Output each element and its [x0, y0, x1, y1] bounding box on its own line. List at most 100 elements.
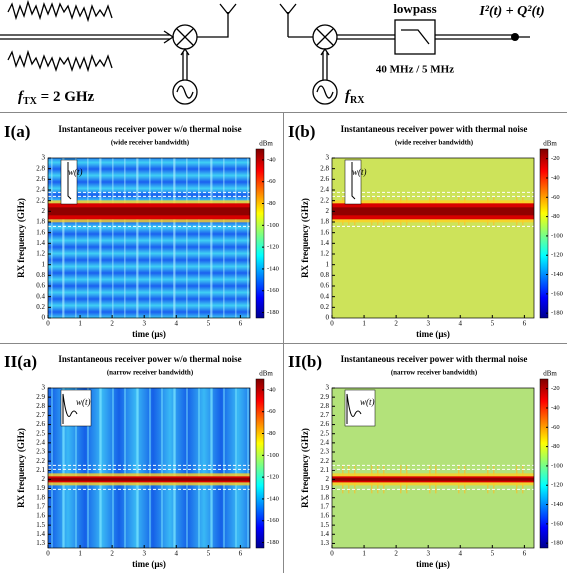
heatmap-stripe — [211, 158, 213, 318]
heatmap-stripe — [75, 158, 77, 318]
y-tick-label: 0.4 — [36, 292, 45, 300]
x-tick-label: 2 — [394, 550, 398, 558]
y-tick-label: 3 — [42, 154, 46, 162]
y-tick-label: 2 — [42, 475, 46, 483]
inset-box — [344, 159, 362, 205]
y-tick-label: 1.5 — [36, 521, 45, 529]
inset-label: w(t) — [360, 397, 375, 407]
heatmap-stripe — [161, 158, 163, 318]
x-tick-label: 6 — [239, 550, 243, 558]
heatmap-stripe — [112, 158, 114, 318]
colorbar-tick-label: -120 — [267, 474, 279, 481]
colorbar-tick-label: -180 — [267, 539, 279, 546]
panel-label: II(a) — [4, 352, 37, 371]
tx-rest: = 2 GHz — [37, 89, 95, 105]
x-tick-label: 5 — [207, 320, 211, 328]
y-tick-label: 1.9 — [320, 484, 329, 492]
x-tick-label: 5 — [491, 550, 495, 558]
y-tick-label: 2.1 — [320, 466, 329, 474]
panel: II(a) Instantaneous receiver power w/o th… — [4, 352, 279, 569]
heatmap-stripe — [51, 158, 53, 318]
colorbar-tick-label: -40 — [267, 386, 276, 393]
inset-label: w(t) — [68, 167, 83, 177]
y-tick-label: 2.7 — [320, 411, 329, 419]
y-tick-label: 1.6 — [36, 228, 45, 236]
colorbar-tick-label: -160 — [267, 287, 279, 294]
x-tick-label: 4 — [459, 550, 463, 558]
heatmap-stripe — [173, 388, 175, 548]
heatmap-stripe — [247, 158, 249, 318]
x-tick-label: 6 — [523, 550, 527, 558]
y-tick-label: 2.5 — [36, 429, 45, 437]
y-tick-label: 1.2 — [320, 250, 329, 258]
y-tick-label: 2.4 — [320, 438, 329, 446]
heatmap — [48, 158, 250, 318]
y-tick-label: 1.3 — [36, 539, 45, 547]
y-tick-label: 2.6 — [320, 175, 329, 183]
panel-subtitle: (wide receiver bandwidth) — [395, 139, 474, 147]
heatmap-stripe — [186, 388, 188, 548]
colorbar-tick-label: -140 — [551, 271, 563, 278]
y-tick-label: 2.3 — [36, 448, 45, 456]
panel-title: Instantaneous receiver power with therma… — [341, 354, 528, 364]
colorbar-tick-label: -80 — [551, 213, 560, 220]
colorbar-unit: dBm — [543, 370, 557, 378]
plot-frame — [331, 387, 535, 549]
panel-label: I(b) — [288, 122, 315, 141]
y-tick-label: 1.8 — [36, 218, 45, 226]
y-tick-label: 2.8 — [320, 402, 329, 410]
y-tick-label: 2.9 — [36, 393, 45, 401]
y-tick-label: 0.4 — [320, 292, 329, 300]
heatmap-stripe — [198, 158, 200, 318]
heatmap-stripe — [173, 158, 175, 318]
panel-label: II(b) — [288, 352, 322, 371]
lowpass-label: lowpass — [393, 1, 436, 16]
colorbar-tick-label: -60 — [267, 178, 276, 185]
colorbar-tick-label: -100 — [551, 462, 563, 469]
heatmap-stripe — [210, 388, 212, 548]
band-core — [48, 207, 250, 216]
heatmap-stripe — [174, 158, 176, 318]
heatmap-stripe — [149, 158, 151, 318]
y-axis-label: RX frequency (GHz) — [16, 428, 26, 508]
panel-title: Instantaneous receiver power with therma… — [341, 124, 528, 134]
y-tick-label: 1.6 — [320, 512, 329, 520]
panel-label: I(a) — [4, 122, 30, 141]
inset-label: w(t) — [352, 167, 367, 177]
y-tick-label: 2.9 — [320, 393, 329, 401]
colorbar-tick-label: -160 — [551, 520, 563, 527]
y-tick-label: 2.2 — [36, 196, 45, 204]
y-tick-label: 2 — [326, 475, 330, 483]
heatmap-stripe — [198, 388, 200, 548]
y-tick-label: 1.2 — [36, 250, 45, 258]
heatmap-stripe — [99, 158, 101, 318]
y-axis-label: RX frequency (GHz) — [16, 198, 26, 278]
colorbar-tick-label: -80 — [551, 443, 560, 450]
plot-frame — [47, 157, 251, 319]
tx-sub: TX — [23, 96, 38, 107]
x-tick-label: 1 — [78, 550, 82, 558]
y-tick-label: 1.6 — [320, 228, 329, 236]
heatmap — [332, 158, 534, 318]
colorbar-tick-label: -180 — [551, 540, 563, 547]
colorbar-tick-label: -140 — [267, 495, 279, 502]
x-tick-label: 3 — [426, 550, 430, 558]
colorbar-unit: dBm — [259, 370, 273, 378]
inset-box — [60, 159, 78, 205]
heatmap-stripe — [210, 158, 212, 318]
y-tick-label: 2.2 — [36, 457, 45, 465]
heatmap-stripe — [62, 388, 64, 548]
panel-borders — [0, 112, 567, 573]
colorbar-tick-label: -160 — [267, 517, 279, 524]
y-tick-label: 2.4 — [320, 186, 329, 194]
colorbar-tick-label: -100 — [551, 232, 563, 239]
y-tick-label: 1 — [42, 260, 46, 268]
y-tick-label: 2.5 — [320, 429, 329, 437]
y-tick-label: 2.7 — [36, 411, 45, 419]
heatmap-stripe — [99, 388, 101, 548]
y-tick-label: 2.6 — [36, 420, 45, 428]
panel-subtitle: (narrow receiver bandwidth) — [391, 369, 478, 377]
y-tick-label: 1.4 — [320, 530, 329, 538]
y-tick-label: 2.4 — [36, 438, 45, 446]
